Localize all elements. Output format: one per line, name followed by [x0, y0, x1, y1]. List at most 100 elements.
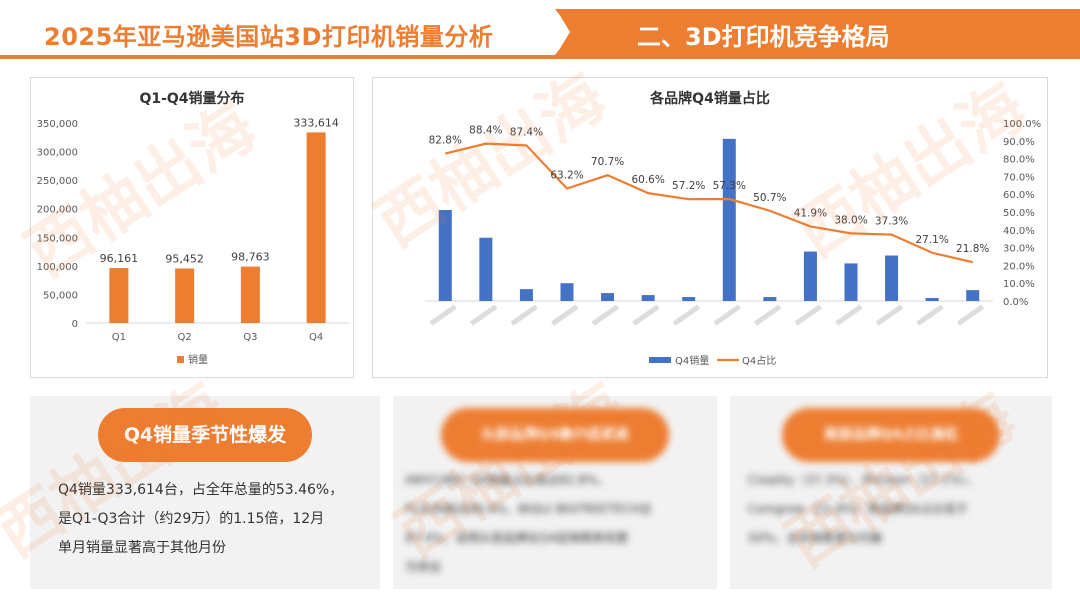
brand-share-chart: 各品牌Q4销量占比 0.0% 10.0% 20.0% 30.0% 40.0% 50.0% 6… — [372, 77, 1048, 378]
x-tick-label-blurred — [713, 304, 741, 326]
line-value-label: 82.8% — [429, 135, 462, 147]
line-value-label: 37.3% — [875, 216, 908, 228]
quarterly-chart-title: Q1-Q4销量分布 — [139, 91, 245, 107]
bar — [519, 289, 533, 301]
bar — [641, 295, 655, 301]
insight-line: 为突出 — [405, 560, 442, 574]
bar — [175, 268, 195, 323]
insight-line: Creality（37.3%）、Phrozen（27.1%）、 — [748, 473, 979, 487]
bar — [479, 237, 493, 301]
section-title: 二、3D打印机竞争格局 — [637, 23, 890, 51]
insight-panel-head-brands: 头部品牌Q4集中度更高 ANYCUBIC Q4销量占比高达82.8%， FLSU… — [393, 396, 717, 589]
y2-tick-label: 90.0% — [1003, 137, 1035, 148]
bar — [885, 255, 899, 301]
bar — [763, 297, 777, 301]
y2-tick-label: 80.0% — [1003, 155, 1035, 166]
x-tick-label: Q4 — [309, 332, 323, 343]
header-right-shape — [555, 9, 1080, 55]
line-value-label: 88.4% — [469, 125, 502, 137]
insight-text-head-brands: ANYCUBIC Q4销量占比高达82.8%， FLSUN高达88.4%，BIQ… — [405, 466, 705, 582]
y2-tick-label: 100.0% — [1003, 119, 1041, 130]
bar — [844, 263, 858, 301]
bar-value-label: 96,161 — [100, 252, 139, 265]
y-tick-label: 150,000 — [37, 233, 78, 244]
insight-panel-tail-brands: 尾部品牌Q4占比偏低 Creality（37.3%）、Phrozen（27.1%… — [730, 396, 1052, 589]
bar-value-label: 95,452 — [165, 252, 204, 265]
line-value-label: 63.2% — [550, 170, 583, 182]
x-tick-label-blurred — [510, 304, 538, 326]
y2-tick-label: 70.0% — [1003, 172, 1035, 183]
insight-line: ANYCUBIC Q4销量占比高达82.8%， — [405, 473, 610, 487]
x-tick-label: Q2 — [178, 332, 192, 343]
x-tick-label-blurred — [794, 304, 822, 326]
bar — [306, 132, 326, 323]
line-value-label: 57.2% — [672, 180, 705, 192]
y-tick-label: 100,000 — [37, 262, 78, 273]
insight-line: 是Q1-Q3合计（约29万）的1.15倍，12月 — [58, 511, 325, 527]
insight-line: 单月销量显著高于其他月份 — [58, 540, 226, 556]
line-value-label: 38.0% — [834, 214, 867, 226]
bar — [925, 298, 939, 301]
y2-tick-label: 0.0% — [1003, 297, 1028, 308]
line-value-label: 87.4% — [510, 126, 543, 138]
x-tick-label-blurred — [672, 304, 701, 326]
bar — [438, 210, 452, 301]
y2-tick-label: 50.0% — [1003, 208, 1035, 219]
line-value-label: 41.9% — [794, 207, 827, 219]
insight-line: Q4销量333,614台，占全年总量的53.46%， — [58, 482, 344, 498]
x-tick-label-blurred — [875, 304, 904, 326]
legend-label: Q4占比 — [742, 354, 776, 367]
bar — [722, 138, 736, 301]
bar — [560, 283, 574, 301]
insight-line: 87.4%，说明头部品牌在Q4促销期表现更 — [405, 531, 629, 545]
line-value-label: 57.3% — [713, 180, 746, 192]
header-title-banner: 2025年亚马逊美国站3D打印机销量分析 — [0, 9, 585, 55]
bar-value-label: 333,614 — [293, 116, 339, 129]
x-tick-label-blurred — [551, 304, 579, 326]
page-title: 2025年亚马逊美国站3D打印机销量分析 — [44, 23, 494, 51]
bar — [966, 290, 980, 301]
y2-tick-label: 40.0% — [1003, 226, 1035, 237]
x-tick-label-blurred — [753, 304, 782, 326]
y-tick-label: 250,000 — [37, 176, 78, 187]
header-section-banner: 二、3D打印机竞争格局 — [555, 9, 1080, 55]
insight-line: 50%，全年销售更为均衡 — [748, 531, 883, 545]
y2-tick-label: 20.0% — [1003, 261, 1035, 272]
y-tick-label: 350,000 — [37, 119, 78, 130]
line-value-label: 50.7% — [753, 192, 786, 204]
line-value-label: 70.7% — [591, 156, 624, 168]
x-tick-label-blurred — [835, 304, 863, 326]
x-tick-label-blurred — [632, 304, 660, 326]
insight-panel-seasonal: Q4销量季节性爆发 Q4销量333,614台，占全年总量的53.46%， 是Q1… — [30, 396, 380, 589]
y-tick-label: 50,000 — [43, 290, 78, 301]
bar — [109, 268, 129, 323]
x-tick-label-blurred — [591, 304, 620, 326]
legend-swatch-bar — [649, 357, 671, 363]
y2-tick-label: 60.0% — [1003, 190, 1035, 201]
legend-label: 销量 — [188, 353, 208, 366]
bar — [601, 293, 615, 301]
x-tick-label: Q1 — [112, 332, 126, 343]
x-tick-label-blurred — [469, 304, 498, 326]
bar — [803, 251, 817, 301]
bar — [240, 266, 260, 323]
x-tick-label-blurred — [916, 304, 944, 326]
quarterly-sales-chart: Q1-Q4销量分布 0 50,000 100,000 150,000 200,000 25… — [30, 77, 354, 378]
header-left-shape — [0, 9, 585, 55]
bar-value-label: 98,763 — [231, 251, 270, 264]
insight-line: FLSUN高达88.4%，BIQU/ BIGTREETECH达 — [405, 502, 652, 516]
y-tick-label: 200,000 — [37, 205, 78, 216]
y-tick-label: 0 — [72, 319, 78, 330]
brand-chart-svg: 0.0% 10.0% 20.0% 30.0% 40.0% 50.0% 60.0% 70.0% 8… — [425, 119, 1041, 367]
line-value-label: 27.1% — [915, 234, 948, 246]
insight-line: Comgrow（21.8%）等品牌Q4占比低于 — [748, 502, 969, 516]
header-divider — [0, 55, 1080, 59]
legend-label: Q4销量 — [675, 354, 709, 367]
line-value-label: 60.6% — [631, 174, 664, 186]
share-line — [445, 142, 973, 264]
brand-chart-title: 各品牌Q4销量占比 — [650, 91, 770, 107]
bar — [682, 297, 696, 301]
insight-text-tail-brands: Creality（37.3%）、Phrozen（27.1%）、 Comgrow（… — [748, 466, 1044, 553]
x-tick-label-blurred — [956, 304, 985, 326]
y2-tick-label: 10.0% — [1003, 279, 1035, 290]
